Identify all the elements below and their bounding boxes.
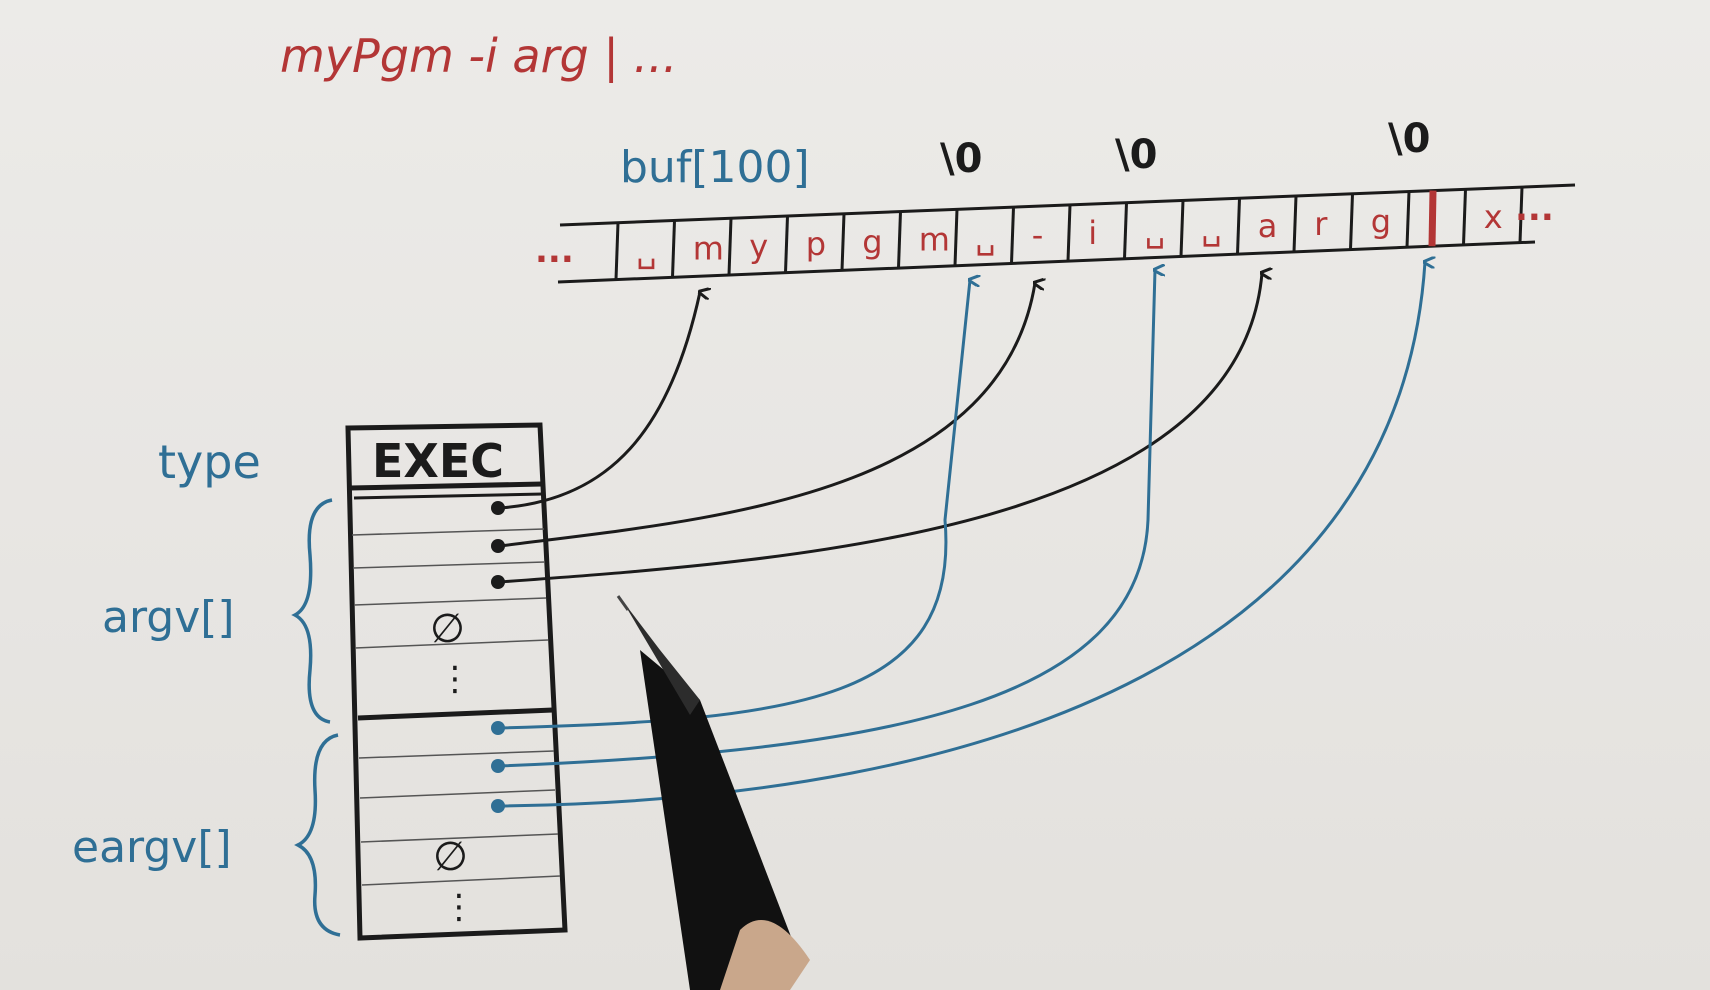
argv2-pointer [499, 273, 1262, 584]
argv0-pointer [499, 292, 700, 510]
buffer-cell-divider [1292, 195, 1298, 252]
buffer-cell-divider [784, 215, 789, 273]
argv-vdots: ⋮ [438, 659, 472, 699]
eargv-vdots: ⋮ [442, 887, 476, 927]
eargv-label: eargv[] [72, 822, 232, 873]
buffer-cell-divider [671, 220, 676, 278]
exec-header: EXEC [372, 434, 504, 488]
buffer-cell-3: p [806, 225, 826, 263]
argv-null: ∅ [430, 606, 465, 652]
buffer-cell-4: g [862, 223, 882, 261]
command-line: myPgm -i arg | ... [280, 29, 677, 84]
buffer-cell-divider [1405, 191, 1411, 248]
buffer-cell-divider [953, 209, 959, 266]
buffer-cell-2: y [749, 227, 768, 265]
buffer-cell-divider [1462, 189, 1467, 245]
buffer-cell-8: i [1088, 214, 1097, 252]
eargv-pointers [499, 262, 1425, 808]
argv-label: argv[] [102, 592, 235, 643]
buffer-cell-12: r [1314, 205, 1328, 243]
eargv0-pointer [499, 280, 970, 730]
exec-struct [345, 422, 568, 941]
argv-pointers [499, 273, 1262, 584]
null-marker-2: \0 [1115, 132, 1157, 178]
buffer-cell-11: a [1258, 207, 1278, 245]
type-label: type [158, 435, 261, 489]
buffer-cells: ␣ m y p g m ␣ - i ␣ ␣ a r g x [614, 187, 1524, 280]
buffer-cell-divider [1236, 198, 1241, 255]
buffer-cell-divider [1179, 200, 1185, 257]
pen [616, 595, 810, 990]
buffer-array [557, 183, 1576, 284]
buffer-cell-divider [727, 218, 733, 275]
buffer-cell-divider [1518, 187, 1524, 243]
buffer-cell-5: m [919, 221, 950, 259]
buffer-ellipsis-right: ... [1515, 189, 1554, 229]
eargv-brace [294, 733, 341, 937]
argv1-pointer [499, 283, 1035, 548]
buffer-cell-divider [897, 211, 902, 269]
buffer-ellipsis-left: ... [535, 231, 574, 271]
argv-pointer-dots [491, 501, 505, 589]
buffer-cell-divider [840, 213, 846, 271]
buffer-cell-1: m [693, 230, 724, 268]
buffer-cell-divider [1066, 204, 1072, 262]
buffer-cell-15: x [1484, 198, 1503, 236]
null-terminator-highlight [1428, 190, 1437, 247]
null-marker-3: \0 [1388, 116, 1430, 162]
argv-brace [291, 498, 333, 724]
eargv-pointer-dots [491, 721, 505, 813]
buffer-cell-6: ␣ [975, 218, 995, 256]
buffer-cell-divider [614, 222, 620, 280]
null-marker-1: \0 [940, 136, 982, 182]
buffer-cell-0: ␣ [636, 232, 656, 270]
buffer-cell-divider [1010, 207, 1015, 264]
buffer-label: buf[100] [620, 142, 810, 193]
buffer-cell-divider [1349, 193, 1354, 250]
buffer-cell-7: - [1032, 216, 1044, 254]
buffer-cell-13: g [1371, 202, 1391, 240]
eargv-null: ∅ [433, 834, 468, 880]
buffer-cell-divider [1123, 202, 1128, 259]
buffer-cell-10: ␣ [1201, 209, 1221, 247]
buffer-cell-9: ␣ [1145, 212, 1165, 250]
